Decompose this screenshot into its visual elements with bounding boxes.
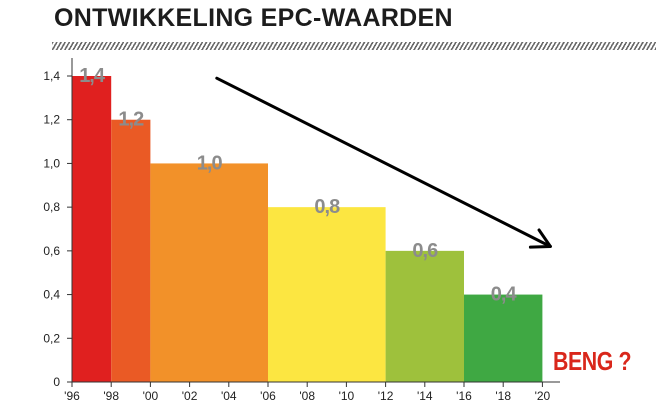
y-tick-label-0: 0 <box>53 375 60 389</box>
bar-value-label-4: 0,6 <box>412 240 438 262</box>
x-tick-label-4: '04 <box>221 389 237 403</box>
bar-1 <box>111 119 151 382</box>
bar-value-label-1: 1,2 <box>118 109 144 131</box>
bar-4 <box>385 250 464 382</box>
trend-arrow-head <box>528 228 552 249</box>
x-tick-label-10: '16 <box>456 389 472 403</box>
bar-value-label-2: 1,0 <box>197 152 223 174</box>
x-tick-label-7: '10 <box>339 389 355 403</box>
x-tick-label-0: '96 <box>64 389 80 403</box>
y-tick-label-6: 1,2 <box>43 113 60 127</box>
bar-value-label-5: 0,4 <box>491 284 518 306</box>
x-tick-label-1: '98 <box>103 389 119 403</box>
beng-annotation: BENG ? <box>553 346 632 376</box>
bar-value-label-0: 1,4 <box>79 65 106 87</box>
x-tick-label-5: '06 <box>260 389 276 403</box>
bar-3 <box>268 207 386 382</box>
x-tick-label-3: '02 <box>182 389 198 403</box>
x-tick-label-2: '00 <box>143 389 159 403</box>
x-tick-label-9: '14 <box>417 389 433 403</box>
bar-0 <box>72 76 112 382</box>
x-tick-label-8: '12 <box>378 389 394 403</box>
y-tick-label-7: 1,4 <box>43 69 60 83</box>
bar-value-label-3: 0,8 <box>314 196 340 218</box>
bar-5 <box>464 294 543 382</box>
chart-title: ONTWIKKELING EPC-WAARDEN <box>54 4 453 32</box>
y-tick-label-4: 0,8 <box>43 200 60 214</box>
x-tick-label-6: '08 <box>299 389 315 403</box>
x-tick-label-11: '18 <box>495 389 511 403</box>
bar-2 <box>150 163 268 382</box>
y-tick-label-1: 0,2 <box>43 331 60 345</box>
y-tick-label-3: 0,6 <box>43 244 60 258</box>
y-tick-label-5: 1,0 <box>43 156 60 170</box>
trend-arrow-line <box>215 76 552 248</box>
y-tick-label-2: 0,4 <box>43 288 60 302</box>
title-underline <box>52 42 656 50</box>
x-tick-label-12: '20 <box>535 389 551 403</box>
